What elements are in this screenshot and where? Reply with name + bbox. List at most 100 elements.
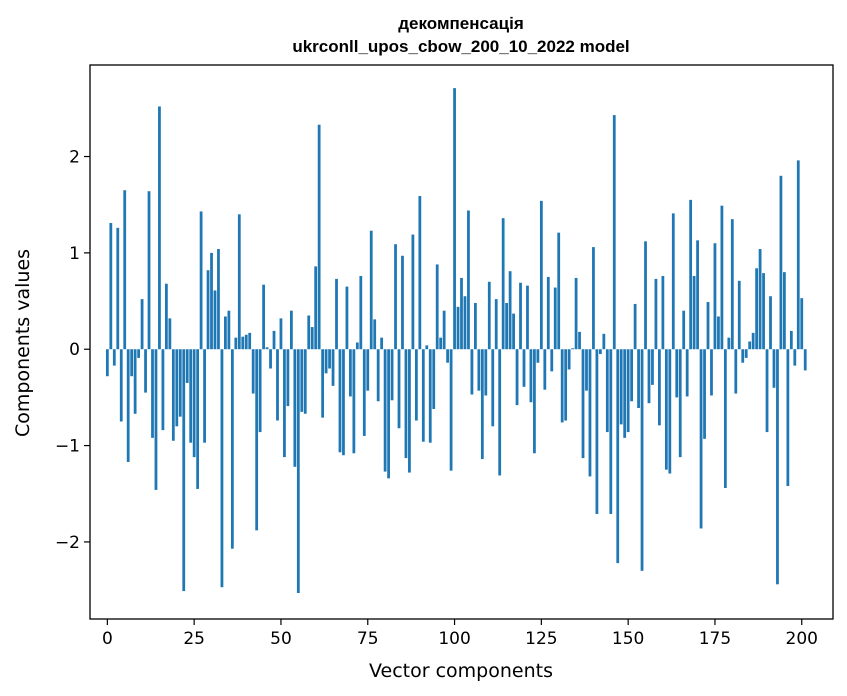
bar bbox=[411, 234, 415, 350]
bar bbox=[373, 319, 377, 350]
bar bbox=[630, 349, 634, 402]
bar bbox=[550, 349, 554, 372]
bar bbox=[664, 349, 668, 470]
bar bbox=[751, 332, 755, 350]
chart-title: декомпенсація bbox=[398, 14, 523, 33]
bar bbox=[112, 349, 116, 366]
bar bbox=[744, 349, 748, 358]
bar bbox=[342, 349, 345, 456]
bar bbox=[227, 310, 231, 350]
y-axis-ticks: −2 −1 0 1 2 bbox=[55, 148, 90, 553]
bar bbox=[467, 210, 470, 350]
bar bbox=[355, 342, 359, 350]
y-tick-label: −2 bbox=[55, 533, 80, 553]
bar bbox=[460, 277, 463, 350]
y-tick-label: −1 bbox=[55, 437, 80, 457]
bar bbox=[592, 247, 595, 350]
bar bbox=[480, 349, 484, 460]
bar bbox=[119, 349, 123, 422]
bar bbox=[644, 241, 647, 350]
y-axis-label: Components values bbox=[12, 249, 34, 437]
bar bbox=[359, 276, 363, 350]
bar bbox=[439, 337, 443, 350]
bar bbox=[800, 298, 804, 350]
bar bbox=[612, 115, 616, 350]
bar bbox=[175, 349, 179, 427]
bar bbox=[349, 349, 352, 397]
bar bbox=[619, 349, 623, 425]
bar bbox=[283, 349, 286, 458]
bar bbox=[571, 348, 574, 350]
bar bbox=[710, 349, 713, 396]
bar bbox=[477, 349, 481, 391]
bar bbox=[126, 349, 130, 462]
bar bbox=[553, 287, 557, 350]
bar bbox=[428, 349, 432, 443]
x-axis-label: Vector components bbox=[369, 660, 553, 682]
x-axis-ticks: 0 25 50 75 100 125 150 175 200 bbox=[102, 619, 818, 649]
bar bbox=[720, 205, 724, 350]
bar bbox=[432, 349, 436, 409]
bar bbox=[602, 333, 606, 350]
bar bbox=[244, 334, 248, 350]
bar bbox=[397, 349, 401, 429]
bar bbox=[699, 349, 703, 529]
bar bbox=[803, 349, 807, 371]
bar bbox=[505, 302, 509, 350]
bar bbox=[793, 349, 797, 366]
bar bbox=[519, 282, 522, 350]
bar bbox=[605, 349, 609, 433]
bar bbox=[116, 227, 120, 350]
bar bbox=[425, 345, 429, 350]
bar bbox=[147, 191, 151, 350]
bar bbox=[717, 316, 720, 350]
bar bbox=[224, 316, 227, 350]
bar bbox=[418, 196, 422, 350]
bar bbox=[675, 349, 679, 398]
bar bbox=[723, 349, 727, 488]
bar bbox=[616, 349, 620, 564]
bar bbox=[487, 281, 491, 350]
bar bbox=[376, 349, 380, 402]
bar bbox=[137, 349, 140, 358]
bar bbox=[640, 349, 644, 571]
bar bbox=[772, 349, 776, 388]
bar bbox=[762, 273, 765, 350]
bar bbox=[206, 270, 210, 350]
bar bbox=[321, 349, 325, 418]
bar bbox=[335, 278, 338, 350]
bar bbox=[213, 290, 217, 350]
bar bbox=[251, 349, 255, 394]
x-tick-label: 150 bbox=[612, 629, 644, 649]
bar bbox=[241, 336, 245, 350]
x-tick-label: 0 bbox=[102, 629, 113, 649]
bar bbox=[307, 315, 311, 350]
bar bbox=[668, 349, 672, 474]
bar bbox=[289, 310, 293, 350]
bar bbox=[435, 264, 439, 350]
bar bbox=[623, 349, 627, 438]
x-tick-label: 175 bbox=[699, 629, 731, 649]
bar bbox=[651, 349, 654, 385]
bar bbox=[164, 283, 168, 350]
bar bbox=[564, 349, 568, 421]
bar bbox=[199, 211, 203, 350]
bar bbox=[560, 349, 564, 423]
bar bbox=[293, 349, 297, 467]
bar bbox=[168, 318, 172, 350]
bar bbox=[769, 296, 772, 350]
bar bbox=[192, 349, 196, 458]
bar bbox=[626, 349, 630, 433]
bar bbox=[678, 349, 682, 458]
bar bbox=[515, 349, 519, 406]
bar bbox=[338, 349, 342, 453]
bar bbox=[310, 327, 314, 350]
bar bbox=[324, 349, 328, 374]
bar bbox=[130, 349, 134, 377]
bar bbox=[539, 200, 543, 350]
bar bbox=[314, 266, 318, 350]
bar bbox=[661, 276, 665, 350]
plot-frame bbox=[89, 64, 834, 620]
bar bbox=[796, 160, 800, 350]
